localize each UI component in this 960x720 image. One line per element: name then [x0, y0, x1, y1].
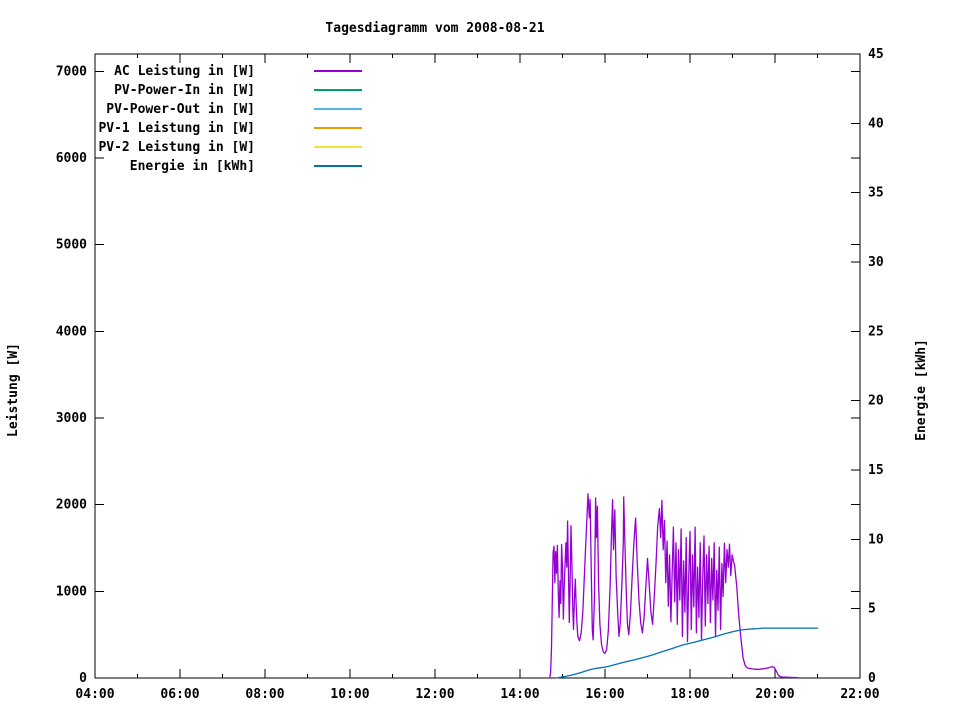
- x-tick-label: 18:00: [670, 687, 709, 702]
- y-right-tick-label: 5: [868, 602, 876, 617]
- y-right-tick-label: 0: [868, 671, 876, 686]
- y-right-tick-label: 20: [868, 394, 884, 409]
- legend-label-energie-in-kwh: Energie in [kWh]: [130, 159, 255, 174]
- legend: AC Leistung in [W] PV-Power-In in [W] PV-P…: [98, 64, 362, 174]
- y-right-tick-label: 10: [868, 532, 884, 547]
- y-left-tick-label: 5000: [56, 238, 87, 253]
- x-tick-label: 06:00: [160, 687, 199, 702]
- y-right-tick-label: 35: [868, 186, 884, 201]
- x-tick-label: 14:00: [500, 687, 539, 702]
- x-tick-label: 16:00: [585, 687, 624, 702]
- y-left-tick-label: 7000: [56, 64, 87, 79]
- legend-label-ac-leistung-in-w: AC Leistung in [W]: [114, 64, 255, 79]
- data-series: [549, 493, 819, 679]
- x-tick-label: 22:00: [840, 687, 879, 702]
- left-axis-title: Leistung [W]: [6, 343, 21, 437]
- y-right-tick-label: 30: [868, 255, 884, 270]
- series-energie-in-kwh: [555, 627, 819, 679]
- y-right-tick-label: 40: [868, 116, 884, 131]
- y-right-tick-label: 45: [868, 47, 884, 62]
- y-right-tick-label: 25: [868, 324, 884, 339]
- y-right-tick-label: 15: [868, 463, 884, 478]
- y-left-tick-label: 4000: [56, 324, 87, 339]
- series-ac-leistung-in-w: [549, 493, 800, 679]
- y-left-tick-label: 6000: [56, 151, 87, 166]
- x-tick-label: 10:00: [330, 687, 369, 702]
- chart-title: Tagesdiagramm vom 2008-08-21: [325, 21, 544, 36]
- x-tick-label: 08:00: [245, 687, 284, 702]
- legend-label-pv-power-out-in-w: PV-Power-Out in [W]: [106, 102, 255, 117]
- axis-tick-labels: 04:00 06:00 08:00 10:00 12:00 14:00 16:00 18:00…: [56, 47, 884, 702]
- y-left-tick-label: 2000: [56, 498, 87, 513]
- x-tick-label: 12:00: [415, 687, 454, 702]
- x-tick-label: 20:00: [755, 687, 794, 702]
- y-left-tick-label: 3000: [56, 411, 87, 426]
- legend-label-pv-power-in-in-w: PV-Power-In in [W]: [114, 83, 255, 98]
- x-tick-label: 04:00: [75, 687, 114, 702]
- legend-label-pv-1-leistung-in-w: PV-1 Leistung in [W]: [98, 121, 255, 136]
- legend-label-pv-2-leistung-in-w: PV-2 Leistung in [W]: [98, 140, 255, 155]
- axis-ticks: [94, 53, 861, 679]
- y-left-tick-label: 0: [79, 671, 87, 686]
- right-axis-title: Energie [kWh]: [914, 339, 929, 441]
- y-left-tick-label: 1000: [56, 584, 87, 599]
